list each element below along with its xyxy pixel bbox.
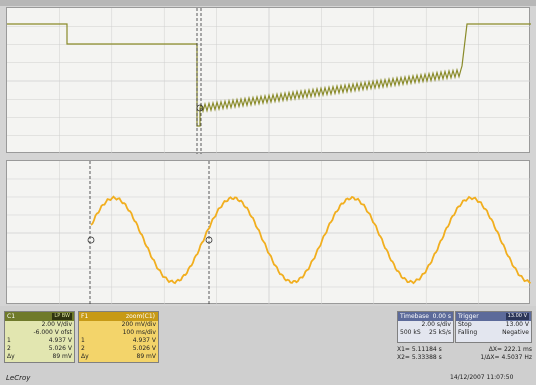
timebase-title: Timebase <box>400 313 429 320</box>
c1-panel-title: C1 <box>7 313 16 320</box>
f1-row: 1 4.937 V <box>81 337 156 344</box>
channel-c1-grid[interactable] <box>6 7 531 154</box>
zoom-cursor-marker-1[interactable] <box>87 236 95 244</box>
f1-panel-title: F1 <box>81 313 89 320</box>
x1-value: 5.11184 s <box>411 346 442 353</box>
x2-label: X2= <box>397 354 410 361</box>
f1-row: 2 5.026 V <box>81 345 156 352</box>
trigger-title: Trigger <box>458 313 479 320</box>
trigger-level-tag: 13.00 V <box>505 313 529 320</box>
c1-row: 1 4.937 V <box>7 337 72 344</box>
timebase-row: 500 kS 25 kS/s <box>400 329 451 336</box>
f1-panel-header: F1 zoom(C1) <box>79 312 158 321</box>
c1-row: -6.000 V ofst <box>33 329 72 336</box>
cursor-readout-row: X1= 5.11184 s ΔX= 222.1 ms <box>397 346 532 354</box>
c1-trace <box>7 23 531 127</box>
trigger-row: Falling Negative <box>458 329 529 336</box>
cursor-readout: X1= 5.11184 s ΔX= 222.1 ms X2= 5.33388 s… <box>397 346 532 364</box>
c1-panel-header: C1 LP BW <box>5 312 74 321</box>
trigger-row: Stop 13.00 V <box>458 321 529 328</box>
f1-panel-subtitle: zoom(C1) <box>125 313 155 320</box>
c1-plot <box>7 8 531 154</box>
info-footer: C1 LP BW 2.00 V/div -6.000 V ofst 1 4.937… <box>0 306 536 385</box>
trigger-header: Trigger 13.00 V <box>456 312 531 321</box>
timebase-delay: 0.00 s <box>432 313 451 320</box>
f1-row: 200 mV/div <box>121 321 156 328</box>
cursor-readout-row: X2= 5.33388 s 1/ΔX= 4.5037 Hz <box>397 354 532 362</box>
f1-zoom-trace <box>90 195 531 285</box>
f1-row: Δy 89 mV <box>81 353 156 360</box>
c1-bandwidth-tag: LP BW <box>52 313 72 320</box>
c1-row: 2 5.026 V <box>7 345 72 352</box>
timebase-row: 2.00 s/div <box>421 321 451 328</box>
zoom-f1-grid[interactable] <box>6 160 531 305</box>
x1-label: X1= <box>397 346 410 353</box>
timebase-header: Timebase 0.00 s <box>398 312 453 321</box>
top-menu-bar[interactable] <box>0 0 536 6</box>
x2-value: 5.33388 s <box>411 354 442 361</box>
timebase-panel[interactable]: Timebase 0.00 s 2.00 s/div 500 kS 25 kS/s <box>397 311 454 343</box>
c1-channel-panel[interactable]: C1 LP BW 2.00 V/div -6.000 V ofst 1 4.937… <box>4 311 75 363</box>
trigger-panel[interactable]: Trigger 13.00 V Stop 13.00 V Falling Negat… <box>455 311 532 343</box>
timestamp: 14/12/2007 11:07:50 <box>450 374 514 381</box>
f1-gridlines <box>7 161 531 305</box>
inv-dx-value: 4.5037 Hz <box>501 354 532 361</box>
dx-value: 222.1 ms <box>503 346 532 353</box>
c1-cursor-marker[interactable] <box>196 104 204 112</box>
inv-dx-label: 1/ΔX= <box>480 354 500 361</box>
c1-row: 2.00 V/div <box>41 321 72 328</box>
f1-plot <box>7 161 531 305</box>
brand-logo: LeCroy <box>6 374 31 382</box>
dx-label: ΔX= <box>488 346 503 353</box>
c1-row: Δy 89 mV <box>7 353 72 360</box>
c1-gridlines <box>7 8 531 154</box>
zoom-cursor-marker-2[interactable] <box>205 236 213 244</box>
f1-zoom-panel[interactable]: F1 zoom(C1) 200 mV/div 100 ms/div 1 4.937… <box>78 311 159 363</box>
f1-row: 100 ms/div <box>122 329 156 336</box>
